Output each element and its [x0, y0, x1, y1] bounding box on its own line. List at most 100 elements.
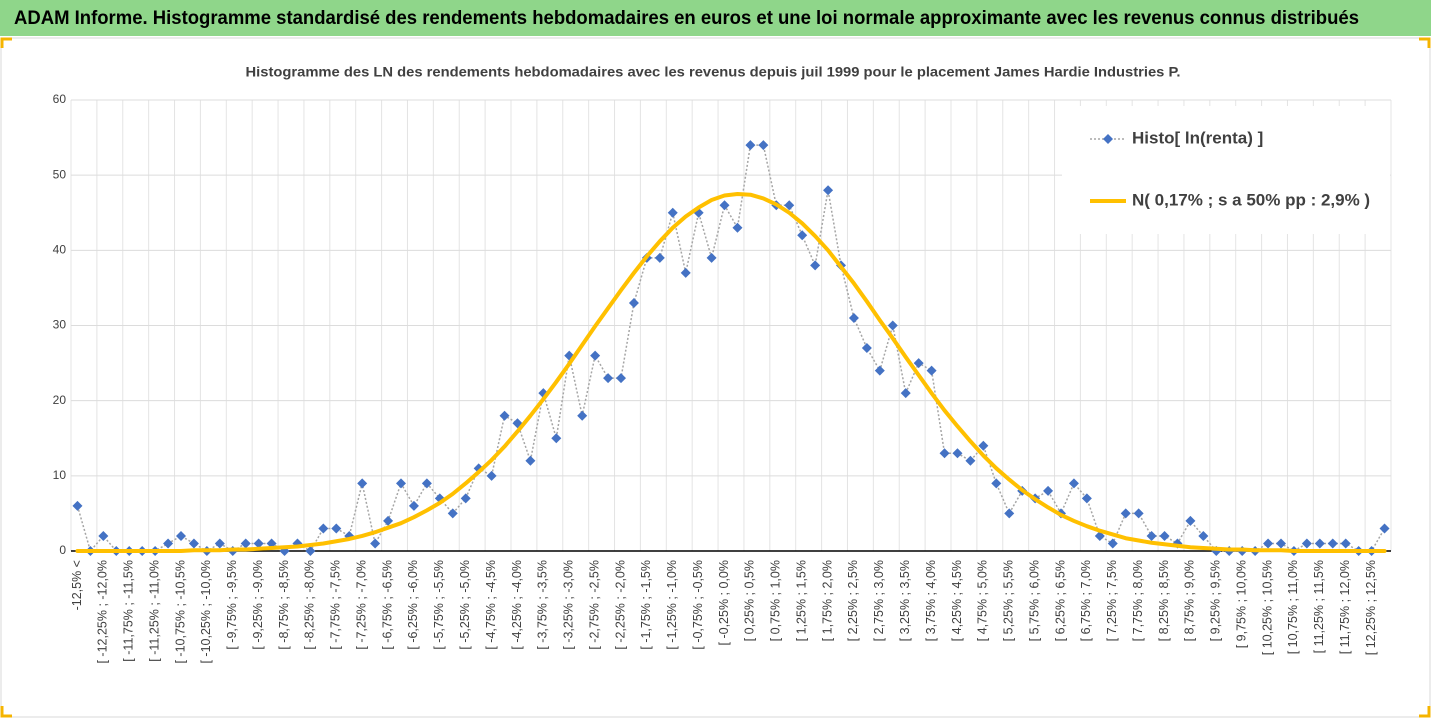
legend-box: [1062, 106, 1390, 234]
legend-label: N( 0,17% ; s a 50% pp : 2,9% ): [1132, 190, 1370, 209]
marker: [72, 500, 83, 511]
x-tick-label: [ 8,25% ; 8,5%: [1157, 560, 1171, 641]
marker: [1301, 538, 1312, 549]
marker: [163, 538, 174, 549]
x-tick-label: [ -7,25% ; -7,0%: [354, 560, 368, 650]
x-tick-label: [ 11,25% ; 11,5%: [1312, 560, 1326, 653]
x-tick-label: [ -9,75% ; -9,5%: [225, 560, 239, 650]
marker: [1263, 538, 1274, 549]
x-tick-label: [ 0,25% ; 0,5%: [743, 560, 757, 641]
marker: [1327, 538, 1338, 549]
marker: [240, 538, 251, 549]
legend-marker: [1103, 134, 1113, 144]
x-tick-label: [ 5,25% ; 5,5%: [1002, 560, 1016, 641]
marker: [1276, 538, 1286, 549]
x-tick-label: [ -11,25% ; -11,0%: [147, 560, 161, 662]
marker: [745, 140, 756, 151]
marker: [1107, 538, 1118, 549]
x-tick-label: [ -11,75% ; -11,5%: [122, 560, 136, 662]
marker: [887, 320, 898, 331]
y-tick-label: 60: [53, 92, 67, 106]
x-tick-label: [ 2,75% ; 3,0%: [872, 560, 886, 641]
x-tick-label: [ -8,75% ; -8,5%: [277, 560, 291, 650]
x-tick-label: [ -10,25% ; -10,0%: [199, 560, 213, 664]
x-tick-label: -12,5% <: [70, 560, 84, 610]
y-tick-label: 30: [53, 318, 67, 332]
x-tick-label: [ 3,25% ; 3,5%: [898, 560, 912, 641]
marker: [810, 260, 821, 271]
series-line: [75, 191, 1387, 553]
marker: [551, 433, 562, 444]
marker: [176, 530, 186, 541]
marker: [991, 478, 1002, 489]
x-tick-label: [ -6,25% ; -6,0%: [406, 560, 420, 650]
y-tick-label: 40: [53, 243, 67, 257]
corner-brackets: [0, 37, 1431, 718]
marker: [1004, 508, 1015, 519]
marker: [965, 455, 976, 466]
x-tick-label: [ -1,25% ; -1,0%: [665, 560, 679, 650]
x-tick-label: [ 10,75% ; 11,0%: [1286, 560, 1300, 654]
marker: [1120, 508, 1131, 519]
title-banner: [0, 0, 1431, 36]
x-tick-label: [ -0,75% ; -0,5%: [691, 560, 705, 650]
x-tick-label: [ 5,75% ; 6,0%: [1027, 560, 1041, 641]
marker: [331, 523, 342, 534]
x-tick-label: [ -12,25% ; -12,0%: [96, 560, 110, 664]
marker: [797, 230, 808, 241]
marker: [952, 448, 963, 459]
marker: [421, 478, 432, 489]
marker: [913, 358, 924, 369]
grid: 0 10 20 30 40 50 60 -12,5% < [ -12,25% ; -12,0% […: [53, 92, 1392, 664]
marker: [732, 222, 743, 233]
page-title: ADAM Informe. Histogramme standardisé de…: [14, 8, 1359, 29]
marker: [978, 440, 989, 451]
marker: [628, 297, 639, 308]
legend-label: Histo[ ln(renta) ]: [1132, 128, 1263, 147]
marker: [603, 373, 614, 384]
x-tick-label: [ 9,25% ; 9,5%: [1209, 560, 1223, 641]
marker: [318, 523, 329, 534]
x-tick-label: [ -2,25% ; -2,0%: [613, 560, 627, 650]
marker: [396, 478, 406, 489]
marker: [616, 373, 626, 384]
x-tick-label: [ -3,25% ; -3,0%: [562, 560, 576, 650]
x-tick-label: [ 7,75% ; 8,0%: [1131, 560, 1145, 641]
x-tick-label: [ -2,75% ; -2,5%: [587, 560, 601, 650]
x-tick-label: [ -3,75% ; -3,5%: [536, 560, 550, 650]
marker: [1159, 530, 1170, 541]
x-tick-label: [ 0,75% ; 1,0%: [769, 560, 783, 641]
x-tick-label: [ 1,75% ; 2,0%: [820, 560, 834, 641]
x-tick-label: [ 3,75% ; 4,0%: [924, 560, 938, 641]
marker: [460, 493, 471, 504]
marker: [305, 546, 316, 556]
y-tick-label: 50: [53, 167, 67, 181]
x-tick-label: [ -5,75% ; -5,5%: [432, 560, 446, 650]
x-tick-label: [ 11,75% ; 12,0%: [1338, 560, 1352, 654]
x-tick-label: [ 12,25% ; 12,5%: [1364, 560, 1378, 655]
x-tick-label: [ 10,25% ; 10,5%: [1260, 560, 1274, 655]
marker: [1379, 523, 1390, 534]
marker: [874, 365, 885, 376]
marker: [1185, 515, 1196, 526]
x-tick-label: [ 6,75% ; 7,0%: [1079, 560, 1093, 641]
x-tick-label: [ 2,25% ; 2,5%: [846, 560, 860, 641]
marker: [680, 267, 691, 278]
marker: [447, 508, 458, 519]
x-tick-label: [ 8,75% ; 9,0%: [1183, 560, 1197, 641]
marker: [823, 185, 834, 196]
marker: [577, 410, 588, 421]
y-tick-label: 20: [53, 393, 67, 407]
marker: [1133, 508, 1144, 519]
marker: [1340, 538, 1351, 549]
x-tick-label: [ -0,25% ; 0,0%: [717, 560, 731, 645]
x-tick-label: [ -8,25% ; -8,0%: [303, 560, 317, 650]
marker: [486, 470, 497, 481]
marker: [654, 252, 665, 263]
y-tick-label: 10: [53, 468, 67, 482]
x-tick-label: [ -4,75% ; -4,5%: [484, 560, 498, 650]
marker: [525, 455, 536, 466]
marker: [590, 350, 601, 361]
